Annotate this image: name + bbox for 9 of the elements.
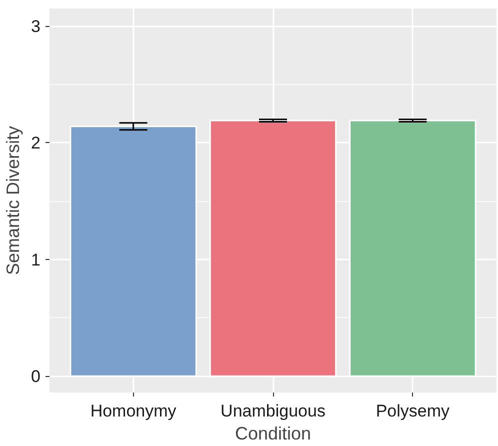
y-tick-label: 2 <box>31 134 41 153</box>
y-tick-label: 1 <box>31 250 41 270</box>
x-tick-label: Unambiguous <box>220 402 326 420</box>
y-tick-label: 0 <box>31 367 41 386</box>
x-tick-label: Homonymy <box>90 402 177 420</box>
x-axis-title: Condition <box>234 424 312 444</box>
y-axis-title: Semantic Diversity <box>3 126 24 276</box>
x-tick-label: Polysemy <box>376 402 450 420</box>
y-tick-label: 3 <box>31 17 41 36</box>
